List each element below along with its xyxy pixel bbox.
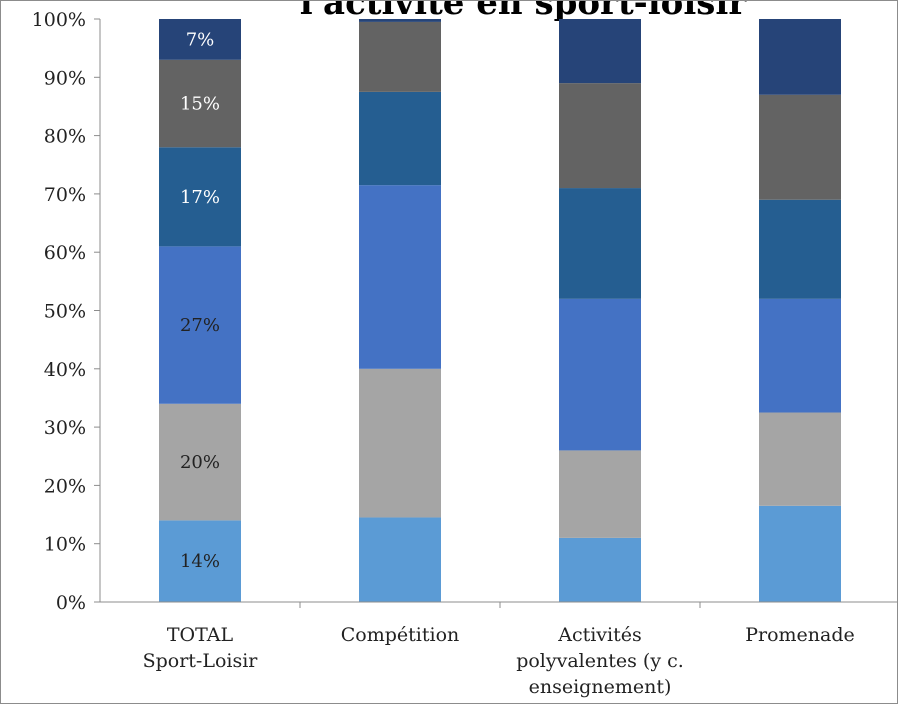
y-tick-label-0: 0% bbox=[56, 592, 86, 614]
data-label-c0-s3: 17% bbox=[180, 187, 220, 208]
bar-segment-c2-s0 bbox=[559, 537, 641, 602]
bar-segment-c2-s1 bbox=[559, 450, 641, 538]
bar-segment-c2-s3 bbox=[559, 188, 641, 299]
y-tick-label-10: 100% bbox=[32, 9, 86, 31]
bar-segment-c1-s5 bbox=[359, 19, 441, 22]
data-label-c0-s2: 27% bbox=[180, 315, 220, 336]
labels-layer: 14% 20% 27% 17% 15% 7% 0% 10% 20% 30% 40% 50% 60% 70%… bbox=[32, 9, 855, 698]
data-label-c0-s4: 15% bbox=[180, 94, 220, 115]
bar-segment-c0-s3 bbox=[159, 147, 241, 247]
bar-segment-c3-s3 bbox=[759, 199, 841, 299]
data-label-c0-s0: 14% bbox=[180, 551, 220, 572]
bar-segment-c3-s5 bbox=[759, 19, 841, 95]
bar-segment-c0-s0 bbox=[159, 520, 241, 602]
bar-segment-c0-s4 bbox=[159, 59, 241, 148]
bar-segment-c0-s2 bbox=[159, 246, 241, 404]
y-tick-label-4: 40% bbox=[44, 359, 86, 381]
bar-segment-c3-s0 bbox=[759, 505, 841, 602]
y-tick-label-8: 80% bbox=[44, 126, 86, 148]
axes-layer bbox=[94, 18, 897, 608]
data-label-c0-s1: 20% bbox=[180, 452, 220, 473]
chart-title: l'activité en sport-loisir bbox=[299, 0, 747, 23]
bar-segment-c3-s1 bbox=[759, 412, 841, 506]
bar-segment-c1-s1 bbox=[359, 368, 441, 518]
bar-segment-c1-s4 bbox=[359, 21, 441, 92]
y-tick-label-9: 90% bbox=[44, 67, 86, 89]
bar-segment-c2-s2 bbox=[559, 298, 641, 451]
category-label-3: Promenade bbox=[745, 624, 855, 646]
category-label-0: TOTAL Sport-Loisir bbox=[143, 624, 259, 672]
category-label-2: Activités polyvalentes (y c. enseignement) bbox=[516, 624, 684, 698]
bar-segment-c0-s5 bbox=[159, 19, 241, 60]
y-tick-label-5: 50% bbox=[44, 301, 86, 323]
bar-segment-c3-s2 bbox=[759, 298, 841, 413]
y-tick-label-1: 10% bbox=[44, 534, 86, 556]
bar-segment-c1-s2 bbox=[359, 185, 441, 369]
y-tick-label-6: 60% bbox=[44, 242, 86, 264]
bar-segment-c2-s5 bbox=[559, 19, 641, 84]
bar-segment-c3-s4 bbox=[759, 94, 841, 200]
bars-layer bbox=[159, 19, 841, 602]
y-tick-label-7: 70% bbox=[44, 184, 86, 206]
data-label-c0-s5: 7% bbox=[186, 29, 215, 50]
y-tick-label-2: 20% bbox=[44, 475, 86, 497]
bar-segment-c2-s4 bbox=[559, 83, 641, 189]
bar-segment-c1-s3 bbox=[359, 91, 441, 186]
bar-segment-c0-s1 bbox=[159, 403, 241, 521]
y-tick-label-3: 30% bbox=[44, 417, 86, 439]
bar-segment-c1-s0 bbox=[359, 517, 441, 602]
category-label-1: Compétition bbox=[341, 624, 460, 646]
